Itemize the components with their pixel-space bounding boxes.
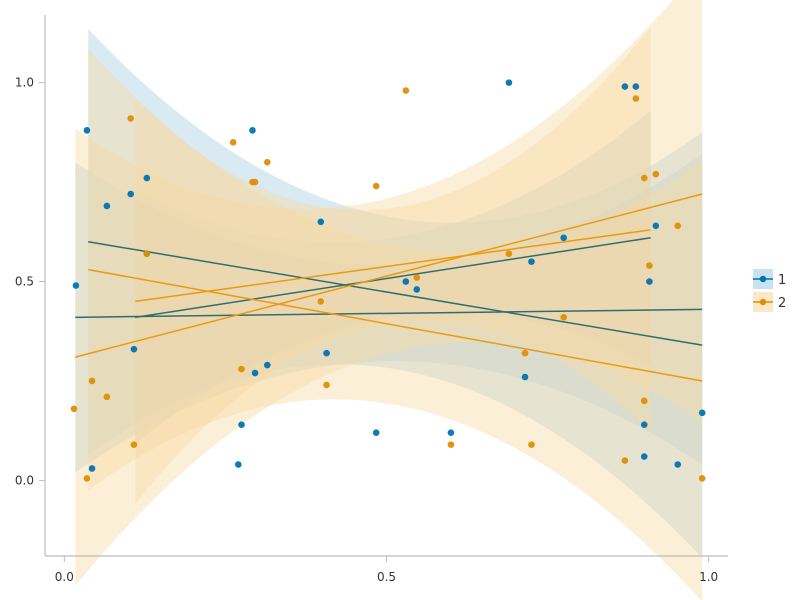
data-point-series-1-6 <box>130 345 138 353</box>
data-point-series-1-19 <box>447 429 455 436</box>
data-point-series-1-30 <box>674 461 682 468</box>
axes: 0.0 0.5 1.0 0.0 0.5 1.0 <box>15 15 728 584</box>
legend-label-2: 2 <box>778 296 786 311</box>
y-tick-label-0: 0.0 <box>15 473 34 487</box>
legend-label-1: 1 <box>778 273 786 288</box>
data-point-series-1-16 <box>372 429 380 436</box>
data-point-series-2-29 <box>674 222 682 230</box>
data-point-series-2-24 <box>632 95 640 102</box>
data-point-series-2-26 <box>640 397 648 405</box>
data-point-series-1-10 <box>238 421 245 429</box>
legend-marker-1 <box>759 275 767 283</box>
data-point-series-1-21 <box>521 373 529 381</box>
data-point-series-1-22 <box>528 258 535 265</box>
data-point-series-1-27 <box>640 453 648 460</box>
data-point-series-2-4 <box>103 393 111 401</box>
data-point-series-1-28 <box>646 278 653 285</box>
data-point-series-1-25 <box>632 83 640 90</box>
data-point-series-2-8 <box>229 138 237 146</box>
data-point-series-1-11 <box>249 127 256 134</box>
data-point-series-2-12 <box>263 158 271 166</box>
legend-entry-1: 1 <box>753 269 786 289</box>
regression-line-series-1-1 <box>75 308 703 319</box>
regression-line-series-1-2 <box>88 241 703 346</box>
data-point-series-2-21 <box>528 441 535 448</box>
data-point-series-2-11 <box>251 178 259 186</box>
y-axis-ticks: 0.0 0.5 1.0 <box>15 76 45 487</box>
x-tick-label-1: 0.5 <box>377 570 396 584</box>
data-points <box>70 79 706 482</box>
data-point-series-2-5 <box>127 115 134 122</box>
data-point-series-2-23 <box>621 457 629 464</box>
data-point-series-2-14 <box>323 381 330 389</box>
data-point-series-2-27 <box>646 262 653 269</box>
data-point-series-1-29 <box>652 222 660 230</box>
data-point-series-1-9 <box>235 461 242 468</box>
data-point-series-2-16 <box>402 87 410 94</box>
data-point-series-2-20 <box>521 349 529 357</box>
data-point-series-2-22 <box>560 314 567 321</box>
data-point-series-2-28 <box>652 170 660 178</box>
data-point-series-2-2 <box>83 475 91 482</box>
data-point-series-2-3 <box>88 377 96 385</box>
x-tick-label-0: 0.0 <box>55 570 74 584</box>
data-point-series-2-7 <box>143 250 151 257</box>
data-point-series-1-14 <box>317 218 325 226</box>
data-point-series-1-12 <box>251 369 259 377</box>
data-point-series-1-3 <box>88 465 96 472</box>
data-point-series-1-31 <box>698 409 706 417</box>
data-point-series-1-18 <box>413 286 421 293</box>
x-tick-label-2: 1.0 <box>699 570 718 584</box>
regression-line-series-1-3 <box>135 237 651 319</box>
data-point-series-1-13 <box>263 361 271 369</box>
data-point-series-1-15 <box>323 349 330 357</box>
data-point-series-1-20 <box>505 79 513 86</box>
data-point-series-1-17 <box>402 278 410 285</box>
data-point-series-1-1 <box>72 282 80 289</box>
data-point-series-1-7 <box>143 174 151 182</box>
y-tick-label-2: 1.0 <box>15 76 34 90</box>
regression-lines <box>75 193 703 382</box>
regression-line-series-2-2 <box>88 268 703 382</box>
confidence-band-series-2-2 <box>88 48 703 600</box>
data-point-series-2-19 <box>505 250 513 257</box>
data-point-series-2-9 <box>238 365 245 373</box>
data-point-series-1-24 <box>621 83 629 90</box>
data-point-series-1-2 <box>83 127 91 134</box>
regression-line-series-2-1 <box>75 193 703 358</box>
data-point-series-2-1 <box>70 405 78 413</box>
x-axis-ticks: 0.0 0.5 1.0 <box>55 556 718 584</box>
data-point-series-1-5 <box>127 190 134 198</box>
regression-line-series-2-3 <box>135 229 651 303</box>
data-point-series-2-15 <box>372 182 380 190</box>
data-point-series-2-18 <box>447 441 455 448</box>
data-point-series-1-26 <box>640 421 648 429</box>
data-point-series-1-4 <box>103 202 111 210</box>
data-point-series-2-25 <box>640 174 648 182</box>
confidence-bands <box>75 0 703 600</box>
data-point-series-2-13 <box>317 298 325 305</box>
data-point-series-1-23 <box>560 234 567 242</box>
legend: 1 2 <box>753 269 786 312</box>
y-tick-label-1: 0.5 <box>15 275 34 289</box>
legend-marker-2 <box>759 298 767 306</box>
data-point-series-2-30 <box>698 475 706 482</box>
data-point-series-2-17 <box>413 274 421 281</box>
legend-entry-2: 2 <box>753 292 786 312</box>
data-point-series-2-6 <box>130 441 138 448</box>
